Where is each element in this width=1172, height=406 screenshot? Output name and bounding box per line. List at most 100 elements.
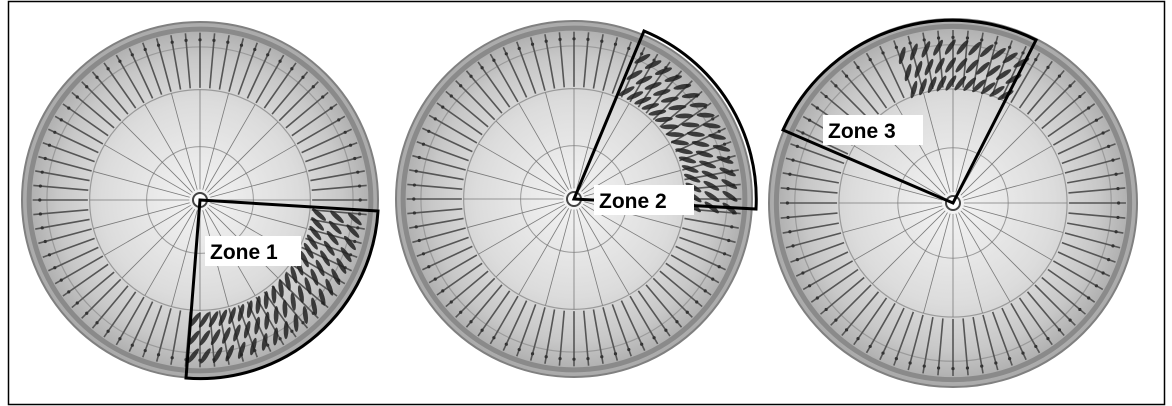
blade-line	[516, 41, 537, 94]
blade-tip	[1078, 94, 1082, 99]
blade-tip	[868, 344, 872, 349]
blade-line	[42, 237, 95, 258]
zone-3-label: Zone 3	[828, 120, 896, 143]
blade-tip	[59, 278, 63, 282]
blade-line	[853, 297, 888, 346]
deposit-mark	[681, 93, 700, 99]
deposit-mark	[661, 96, 679, 103]
blade-tip	[685, 310, 689, 314]
deposit-mark	[626, 91, 644, 100]
blade-line	[237, 42, 258, 95]
blade-line	[629, 295, 659, 345]
deposit-mark	[282, 299, 288, 318]
blade-tip	[824, 94, 828, 99]
spoke-line	[93, 202, 190, 229]
blade-line	[301, 128, 352, 154]
blade-tip	[417, 155, 421, 160]
blade-line	[790, 241, 845, 263]
blade-tip	[343, 130, 347, 134]
blade-tip	[421, 252, 426, 256]
deposit-mark	[343, 235, 356, 251]
deposit-mark	[300, 250, 309, 268]
blade-tip	[785, 201, 790, 205]
blade-tip	[517, 347, 521, 352]
deposit-mark	[678, 156, 697, 164]
spoke-line	[963, 173, 1064, 201]
blade-tip	[795, 144, 799, 148]
blade-tip	[881, 351, 885, 355]
zone-2-label-bg	[594, 185, 694, 215]
blade-tip	[640, 52, 644, 56]
blade-line	[544, 34, 556, 89]
deposit-mark	[944, 39, 956, 55]
blade-tip	[480, 328, 484, 332]
blade-tip	[43, 239, 47, 244]
blade-tip	[1107, 144, 1111, 148]
blade-tip	[1034, 344, 1038, 349]
blade-line	[128, 48, 154, 99]
blade-line	[54, 255, 104, 285]
deposit-mark	[264, 311, 270, 330]
blade-line	[972, 317, 984, 374]
blade-line	[962, 318, 969, 376]
blade-tip	[664, 328, 668, 332]
deposit-mark	[671, 140, 689, 146]
deposit-mark	[188, 330, 200, 346]
blade-line	[255, 296, 285, 346]
blade-line	[853, 60, 888, 109]
blade-line	[991, 311, 1013, 366]
blade-line	[670, 114, 720, 144]
blade-line	[620, 47, 646, 98]
blade-tip	[469, 74, 473, 78]
blade-tip	[266, 53, 270, 57]
blade-tip	[1034, 57, 1038, 62]
blade-line	[679, 236, 732, 257]
deposit-mark	[979, 44, 994, 58]
blade-line	[142, 42, 163, 95]
blade-line	[1068, 212, 1126, 219]
deposit-mark	[689, 102, 708, 108]
blade-tip	[414, 225, 418, 229]
blade-tip	[67, 106, 71, 110]
deposit-mark	[331, 268, 341, 286]
spoke-line	[576, 209, 603, 306]
blade-tip	[807, 118, 812, 122]
blade-tip	[936, 366, 941, 370]
deposit-mark	[212, 347, 223, 363]
blade-line	[1047, 103, 1096, 138]
blade-tip	[170, 356, 174, 360]
blade-tip	[1068, 318, 1072, 322]
blade-line	[103, 291, 137, 338]
blade-tip	[586, 37, 590, 42]
deposit-mark	[225, 344, 235, 362]
blade-line	[278, 81, 319, 122]
deposit-mark	[237, 341, 246, 359]
deposit-mark	[283, 321, 289, 340]
blade-line	[310, 218, 365, 230]
blade-tip	[38, 212, 43, 216]
blade-tip	[791, 244, 795, 248]
blade-line	[529, 37, 546, 91]
deposit-mark	[681, 165, 699, 173]
deposit-mark	[712, 144, 731, 152]
blade-line	[1057, 251, 1111, 277]
blade-tip	[558, 37, 562, 42]
blade-tip	[1094, 284, 1099, 288]
deposit-mark	[980, 82, 996, 95]
blade-line	[782, 172, 839, 184]
blade-tip	[421, 142, 426, 146]
blade-line	[311, 184, 367, 192]
blade-line	[907, 35, 924, 92]
spoke-line	[518, 103, 570, 190]
deposit-mark	[683, 173, 701, 183]
deposit-mark	[681, 122, 700, 128]
deposit-mark	[956, 40, 969, 55]
spoke-line	[576, 92, 603, 189]
blade-tip	[881, 51, 885, 55]
blade-line	[263, 291, 297, 338]
blade-tip	[348, 143, 353, 147]
blade-tip	[965, 366, 970, 370]
blade-tip	[815, 296, 819, 300]
blade-line	[780, 212, 838, 219]
blade-line	[795, 129, 849, 155]
